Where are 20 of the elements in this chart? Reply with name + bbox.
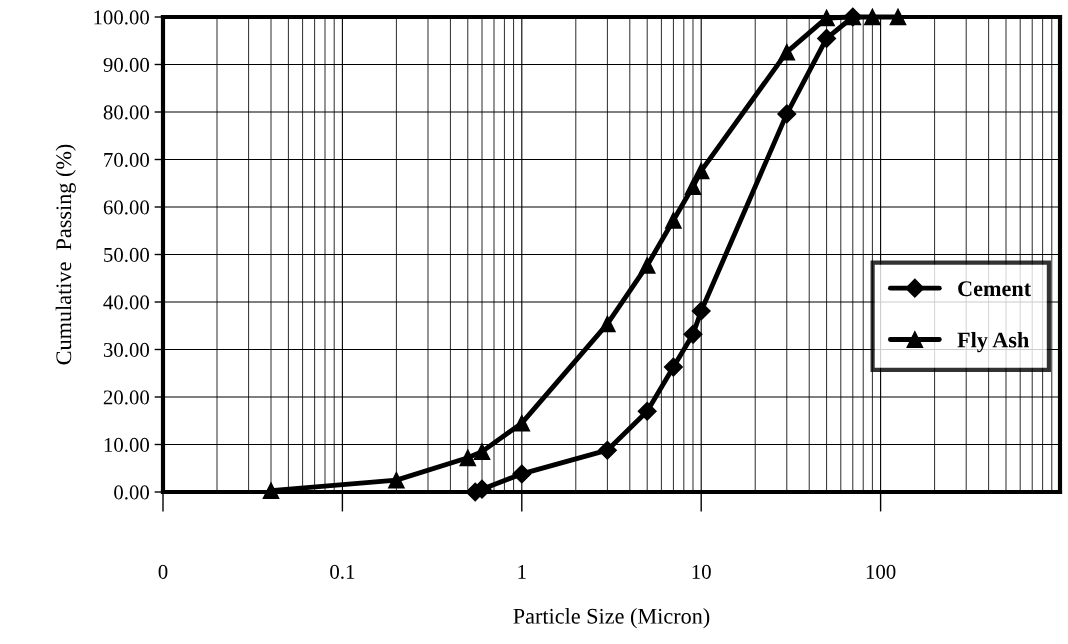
x-tick-label: 10 — [692, 564, 711, 579]
legend-label: Cement — [958, 281, 1032, 297]
y-tick-label: 40.00 — [103, 295, 150, 310]
x-tick-label: 0.1 — [330, 564, 355, 579]
x-tick-label: 0 — [158, 564, 168, 579]
x-tick-label: 100 — [866, 564, 896, 579]
y-tick-label: 90.00 — [103, 57, 150, 73]
y-tick-label: 30.00 — [103, 342, 150, 358]
y-tick-label: 100.00 — [94, 10, 150, 25]
y-tick-label: 10.00 — [104, 437, 150, 453]
y-tick-label: 80.00 — [103, 105, 150, 120]
y-tick-label: 50.00 — [104, 247, 150, 263]
x-axis-title: Particle Size (Micron) — [513, 608, 710, 629]
x-tick-label: 1 — [518, 564, 526, 579]
y-tick-label: 70.00 — [104, 152, 150, 168]
y-tick-label: 20.00 — [103, 390, 150, 405]
y-tick-label: 0.00 — [114, 485, 150, 500]
y-axis-title: Cumulative Passing (%) — [55, 144, 76, 365]
legend-label: Fly Ash — [957, 331, 1029, 353]
y-tick-label: 60.00 — [103, 200, 150, 215]
